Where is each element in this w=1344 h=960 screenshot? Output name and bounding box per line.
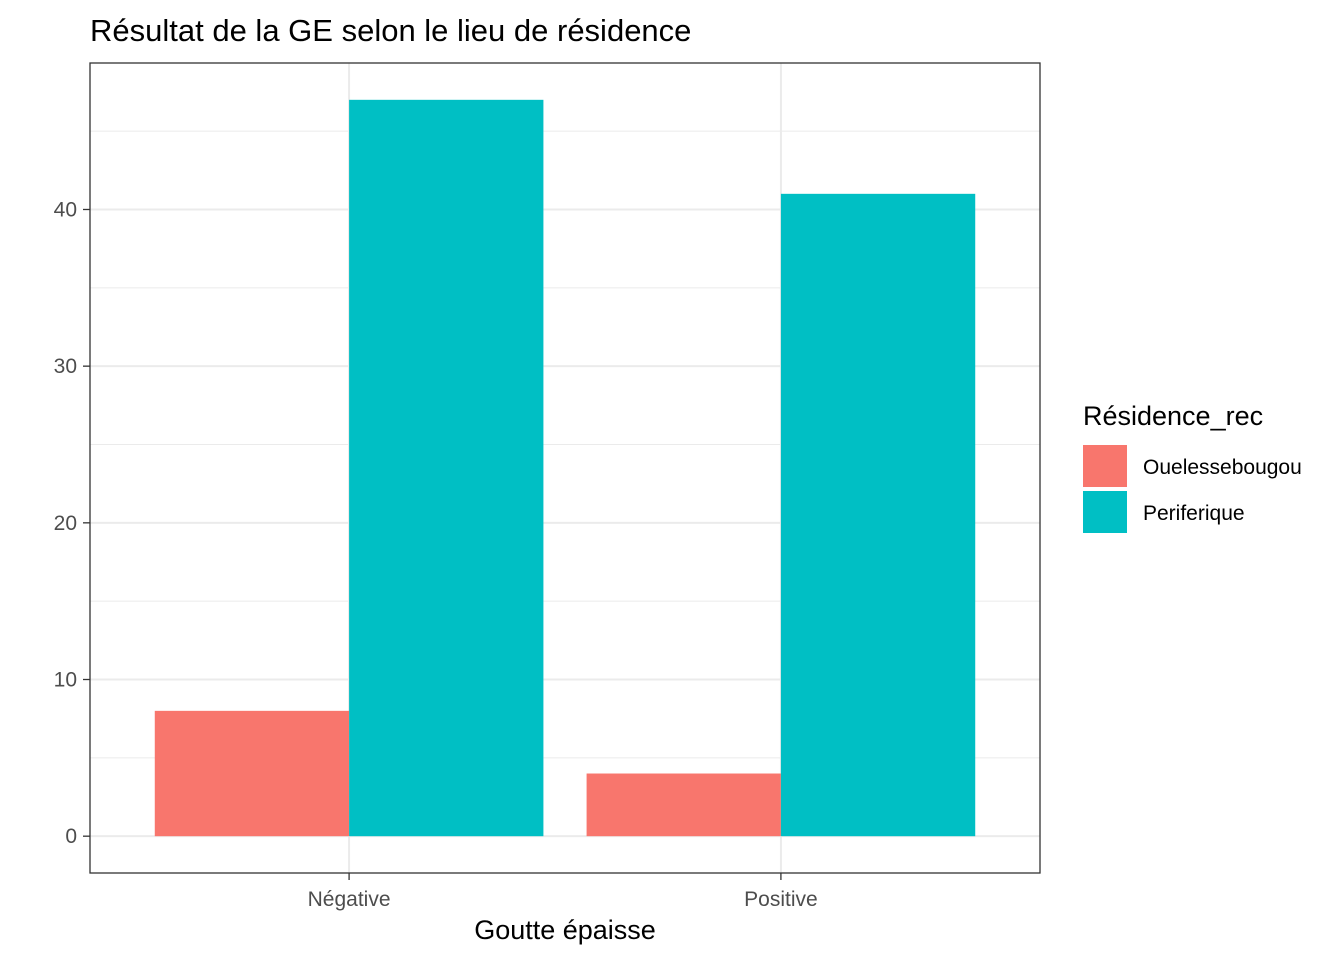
y-tick-label: 30 — [54, 355, 77, 378]
y-tick-label: 40 — [54, 198, 77, 221]
bars — [154, 99, 976, 837]
bar-ouelessebougou-2 — [586, 773, 781, 837]
legend-key-ouelessebougou — [1083, 445, 1127, 487]
legend: Résidence_rec Ouelessebougou Periferique — [1083, 401, 1302, 533]
legend-key-periferique — [1083, 491, 1127, 533]
x-tick-label: Négative — [308, 888, 391, 911]
x-tick-label: Positive — [744, 888, 818, 911]
legend-title: Résidence_rec — [1083, 401, 1263, 431]
bar-ouelessebougou-1 — [154, 710, 350, 837]
bar-periferique-1 — [349, 99, 544, 837]
chart-title: Résultat de la GE selon le lieu de résid… — [90, 13, 691, 48]
y-axis: 0 10 20 30 40 — [54, 198, 90, 848]
bar-periferique-2 — [780, 193, 976, 837]
y-tick-label: 20 — [54, 512, 77, 535]
plot-panel-border — [89, 62, 1041, 874]
legend-label-periferique: Periferique — [1143, 502, 1245, 525]
x-axis-label: Goutte épaisse — [474, 915, 656, 945]
x-axis: Négative Positive — [308, 873, 818, 911]
y-tick-label: 0 — [65, 825, 77, 848]
y-tick-label: 10 — [54, 669, 77, 692]
legend-label-ouelessebougou: Ouelessebougou — [1143, 456, 1302, 479]
